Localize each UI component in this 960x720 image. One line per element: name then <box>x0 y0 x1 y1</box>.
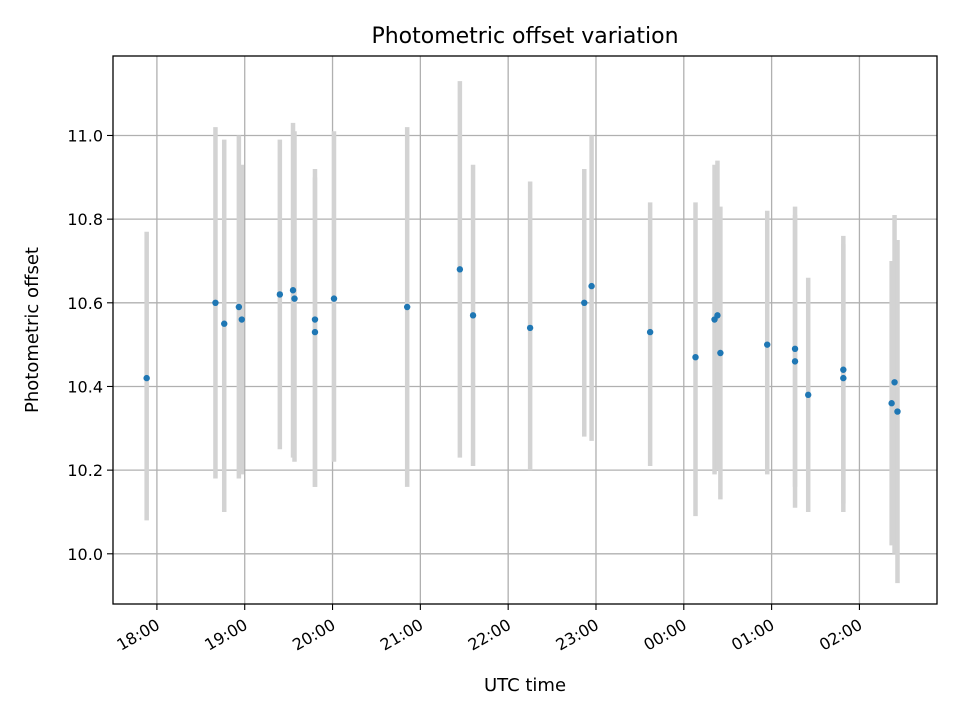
data-point <box>456 266 464 273</box>
data-point <box>311 316 319 323</box>
data-point <box>692 353 699 361</box>
data-point <box>276 291 284 298</box>
data-point <box>840 374 847 382</box>
data-point <box>805 391 812 399</box>
data-point <box>581 299 588 307</box>
data-point <box>291 295 298 302</box>
data-point <box>714 312 721 319</box>
data-point <box>221 320 228 327</box>
data-point <box>891 379 898 386</box>
data-point <box>894 408 901 415</box>
y-tick-label: 10.8 <box>67 210 103 229</box>
data-point <box>791 345 799 353</box>
data-point <box>840 366 847 373</box>
y-tick-label: 10.4 <box>67 377 103 396</box>
chart-title: Photometric offset variation <box>371 24 678 49</box>
data-point <box>588 282 595 290</box>
data-point <box>526 324 534 332</box>
data-point <box>289 287 297 294</box>
y-tick-label: 10.0 <box>67 545 103 564</box>
y-axis-label: Photometric offset <box>22 247 43 413</box>
y-axis-ticks: 10.0 10.2 10.4 10.6 10.8 11.0 <box>67 126 113 564</box>
data-point <box>330 295 338 302</box>
data-point <box>717 349 724 357</box>
data-point <box>791 358 799 365</box>
y-tick-label: 10.2 <box>67 461 103 480</box>
data-point <box>469 312 477 319</box>
data-point <box>238 316 245 323</box>
data-point <box>403 303 411 311</box>
data-point <box>311 328 319 336</box>
data-point <box>143 374 150 382</box>
grid <box>113 56 937 604</box>
data-points <box>143 266 901 415</box>
data-point <box>888 400 895 407</box>
x-axis-label: UTC time <box>484 675 566 696</box>
plot-frame <box>112 55 938 605</box>
data-point <box>646 328 654 336</box>
data-point <box>235 303 243 311</box>
y-tick-label: 10.6 <box>67 294 103 313</box>
y-tick-label: 11.0 <box>67 126 103 145</box>
data-point <box>212 299 219 307</box>
data-point <box>764 341 771 348</box>
